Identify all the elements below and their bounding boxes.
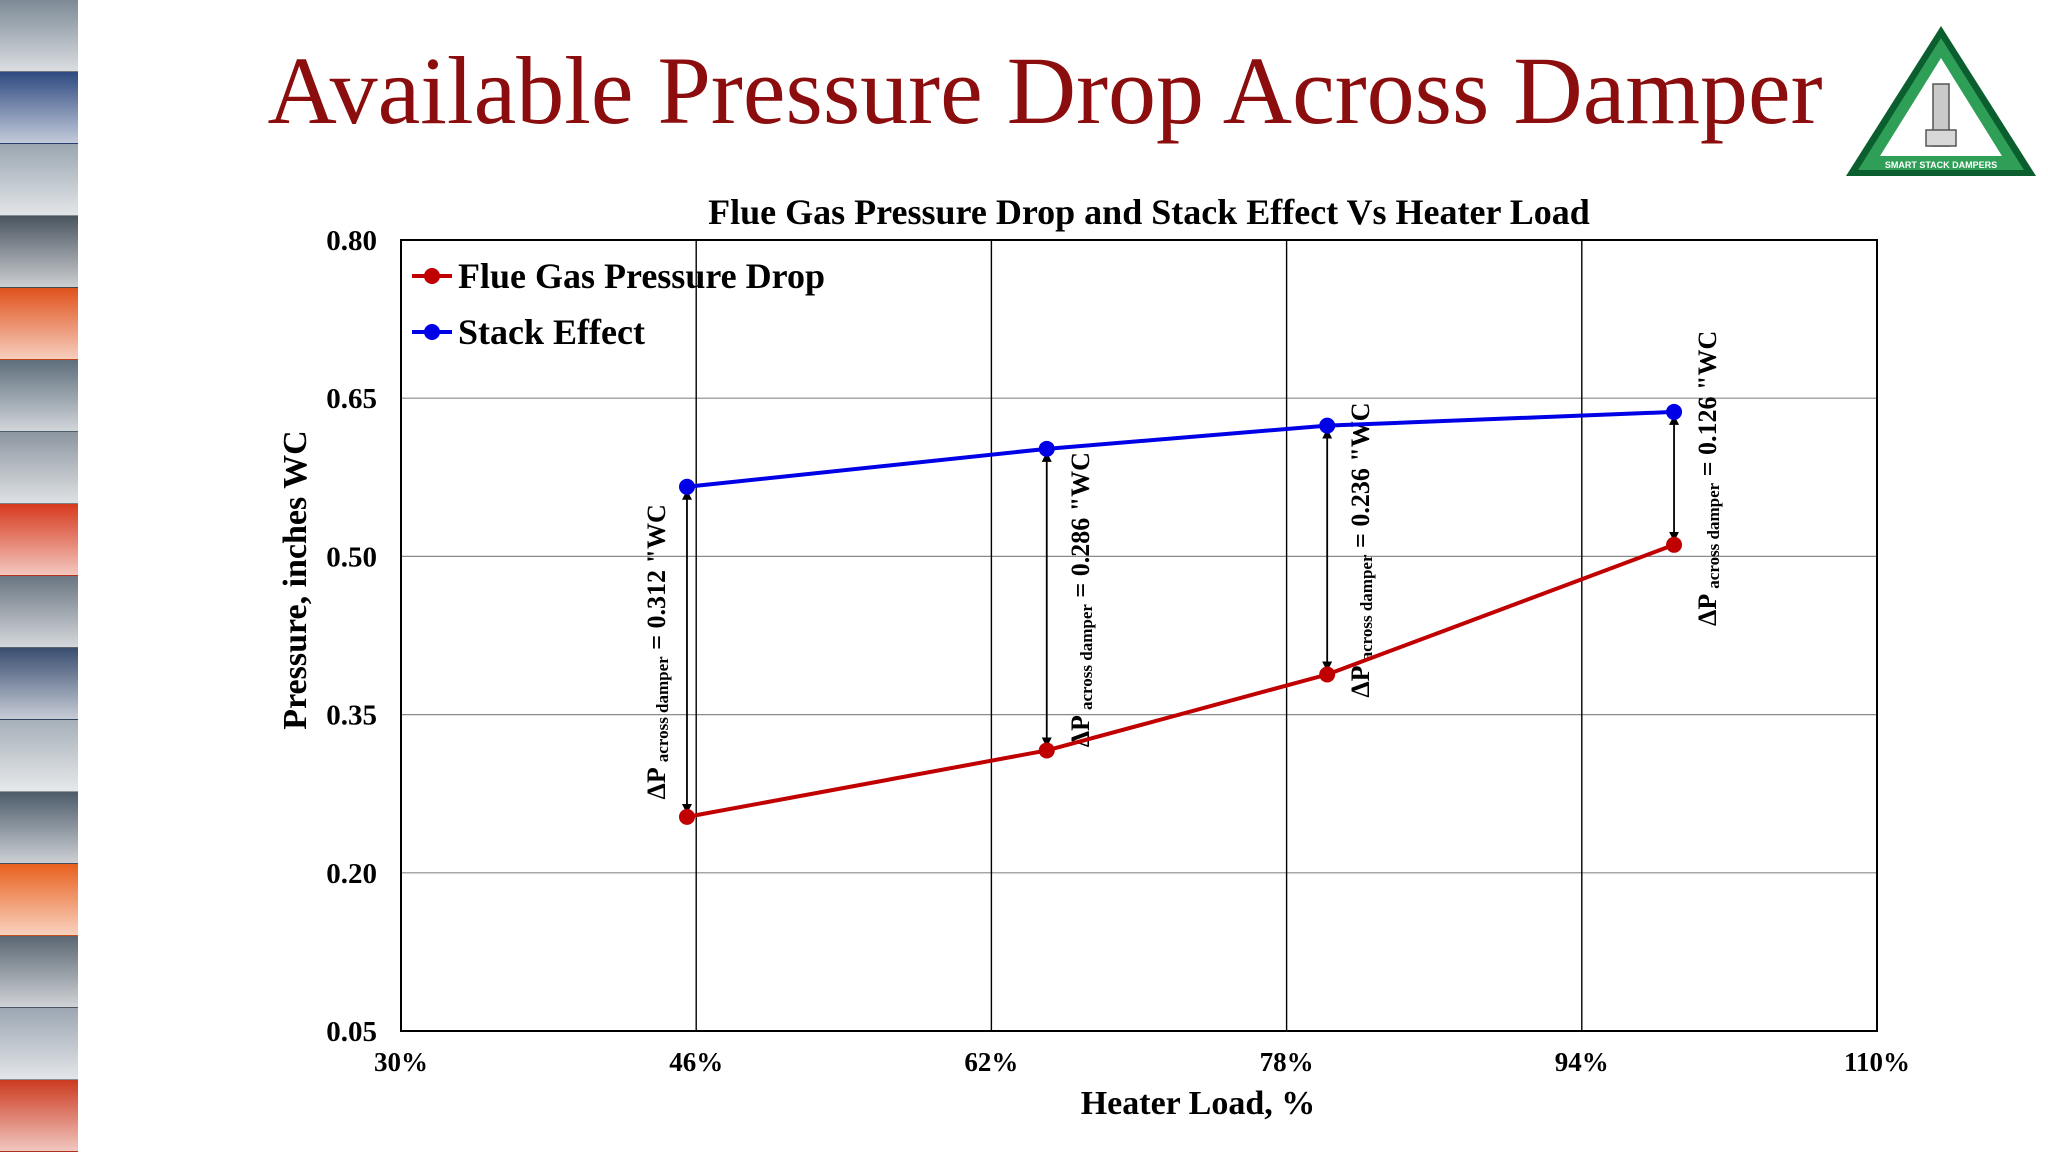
sidebar-photo-tile bbox=[0, 936, 78, 1008]
sidebar-photo-tile bbox=[0, 72, 78, 144]
delta-p-label: ΔP across damper = 0.236 "WC bbox=[1346, 402, 1376, 697]
sidebar-photo-tile bbox=[0, 864, 78, 936]
y-tick-label: 0.35 bbox=[326, 700, 377, 732]
sidebar-photo-tile bbox=[0, 0, 78, 72]
data-point bbox=[678, 478, 695, 495]
y-axis-label: Pressure, inches WC bbox=[277, 430, 314, 729]
data-point bbox=[1319, 417, 1336, 434]
sidebar-photo-tile bbox=[0, 504, 78, 576]
legend-swatch-marker bbox=[424, 324, 440, 340]
chart-title: Flue Gas Pressure Drop and Stack Effect … bbox=[708, 192, 1590, 232]
y-tick-label: 0.20 bbox=[326, 858, 377, 890]
delta-p-label: ΔP across damper = 0.312 "WC bbox=[642, 504, 672, 799]
slide-title: Available Pressure Drop Across Damper bbox=[267, 37, 1823, 144]
legend-label: Stack Effect bbox=[458, 312, 645, 352]
sidebar-photo-tile bbox=[0, 576, 78, 648]
legend: Flue Gas Pressure Drop Stack Effect bbox=[412, 256, 825, 352]
y-tick-label: 0.65 bbox=[326, 383, 377, 415]
y-tick-label: 0.50 bbox=[326, 541, 377, 573]
y-tick-label: 0.05 bbox=[326, 1016, 377, 1048]
sidebar-photo-tile bbox=[0, 288, 78, 360]
sidebar-photo-tile bbox=[0, 1008, 78, 1080]
data-point bbox=[1038, 742, 1055, 759]
x-tick-label: 46% bbox=[669, 1047, 723, 1077]
x-tick-label: 30% bbox=[374, 1047, 428, 1077]
sidebar-photo-tile bbox=[0, 1080, 78, 1152]
sidebar-photo-tile bbox=[0, 144, 78, 216]
logo-text: SMART STACK DAMPERS bbox=[1885, 160, 1997, 170]
x-tick-label: 94% bbox=[1555, 1047, 1609, 1077]
sidebar-photo-tile bbox=[0, 792, 78, 864]
company-logo: SMART STACK DAMPERS bbox=[1846, 26, 2036, 176]
data-point bbox=[1038, 440, 1055, 457]
series-line bbox=[686, 409, 1675, 489]
sidebar-photo-tile bbox=[0, 360, 78, 432]
grid-lines bbox=[401, 239, 1878, 1031]
series-line bbox=[686, 542, 1675, 819]
x-axis-label: Heater Load, % bbox=[1081, 1085, 1316, 1122]
annotations: ΔP across damper = 0.312 "WC ΔP across da… bbox=[642, 331, 1723, 814]
data-point bbox=[678, 808, 695, 825]
sidebar-photo-tile bbox=[0, 720, 78, 792]
delta-p-label: ΔP across damper = 0.126 "WC bbox=[1693, 331, 1723, 626]
sidebar-photo-tile bbox=[0, 216, 78, 288]
sidebar-photo-tile bbox=[0, 432, 78, 504]
x-tick-label: 62% bbox=[964, 1047, 1018, 1077]
y-tick-label: 0.80 bbox=[326, 225, 377, 257]
data-point bbox=[1666, 403, 1683, 420]
sidebar-photo-strip bbox=[0, 0, 78, 1152]
plot-area-frame bbox=[400, 239, 1878, 1032]
sidebar-photo-tile bbox=[0, 648, 78, 720]
data-point bbox=[1666, 536, 1683, 553]
x-tick-label: 78% bbox=[1260, 1047, 1314, 1077]
axes: 0.05 0.20 0.35 0.50 0.65 0.80 30% 46% 62% 78% 94% 1… bbox=[326, 225, 1910, 1077]
data-point bbox=[1319, 666, 1336, 683]
legend-label: Flue Gas Pressure Drop bbox=[458, 256, 825, 296]
series bbox=[678, 403, 1683, 825]
delta-p-label: ΔP across damper = 0.286 "WC bbox=[1066, 452, 1096, 747]
x-tick-label: 110% bbox=[1844, 1047, 1910, 1077]
legend-swatch-marker bbox=[424, 268, 440, 284]
